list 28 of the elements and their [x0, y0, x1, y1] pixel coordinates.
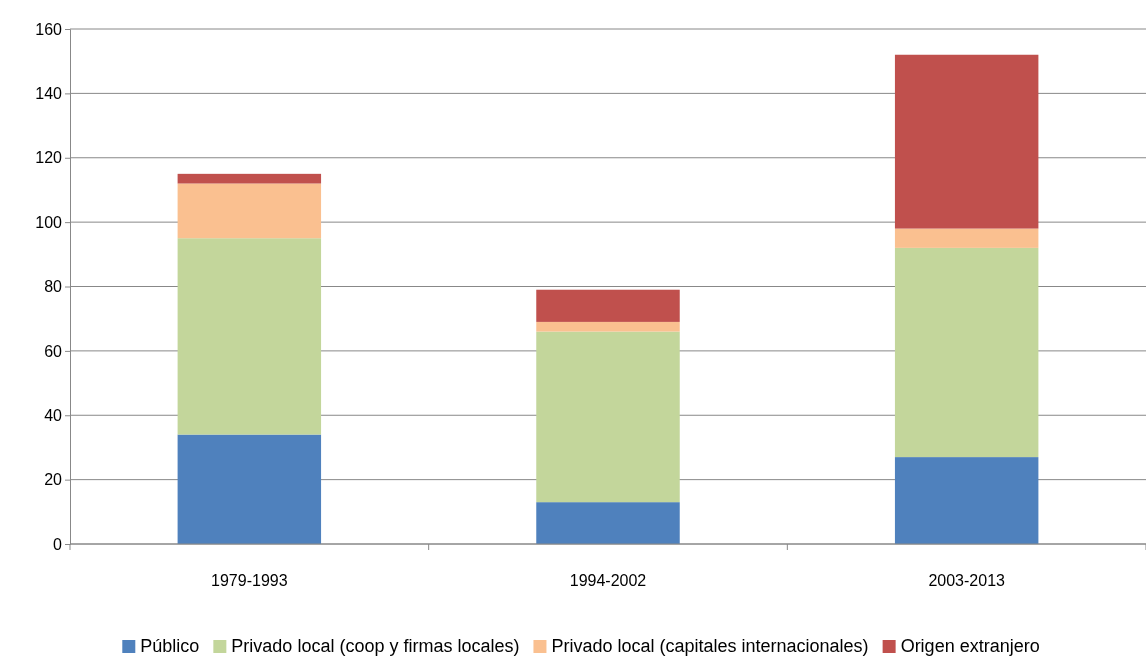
bar [177, 173, 322, 184]
y-tick-label: 120 [35, 149, 63, 167]
bar [177, 238, 322, 435]
x-tick-label: 1979-1993 [211, 572, 288, 589]
bar [894, 54, 1039, 229]
bar [177, 183, 322, 239]
y-tick-label: 20 [44, 471, 63, 489]
x-tick-label: 2003-2013 [928, 572, 1006, 589]
x-tick-label: 1994-2002 [569, 572, 647, 589]
y-tick-label: 0 [53, 535, 63, 553]
bar [894, 228, 1039, 248]
y-tick-label: 100 [35, 213, 63, 231]
bar [536, 289, 680, 322]
legend-label: Público [140, 636, 200, 656]
legend-label: Privado local (coop y firmas locales) [231, 636, 520, 656]
legend-label: Origen extranjero [900, 636, 1040, 656]
bar [894, 457, 1039, 544]
legend-label: Privado local (capitales internacionales) [551, 636, 869, 656]
y-tick-label: 140 [35, 85, 63, 102]
y-tick-label: 60 [44, 342, 63, 360]
bar [536, 321, 680, 332]
bar [536, 502, 680, 544]
bar [894, 247, 1039, 458]
bar [536, 331, 680, 503]
y-tick-label: 160 [35, 20, 63, 38]
bar [177, 434, 322, 544]
y-tick-label: 80 [44, 278, 63, 296]
y-tick-label: 40 [44, 406, 63, 424]
